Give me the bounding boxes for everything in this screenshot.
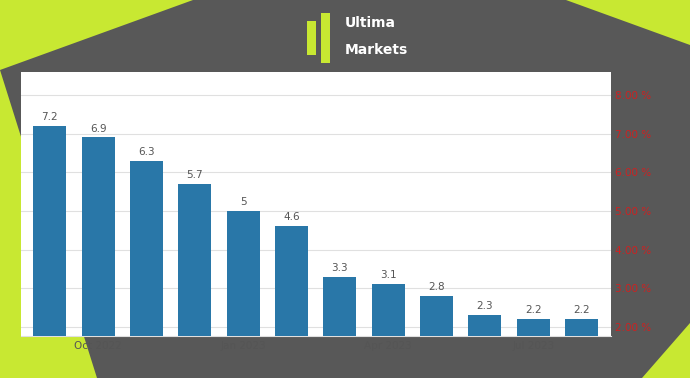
Bar <box>469 315 502 378</box>
Polygon shape <box>0 70 97 378</box>
Text: 3.3: 3.3 <box>331 263 348 273</box>
Polygon shape <box>642 322 690 378</box>
Text: 6.9: 6.9 <box>90 124 106 134</box>
Text: 2.8: 2.8 <box>428 282 445 292</box>
Polygon shape <box>0 0 193 70</box>
Bar <box>420 296 453 378</box>
Bar <box>275 226 308 378</box>
Bar <box>517 319 550 378</box>
Text: 7.2: 7.2 <box>41 112 58 122</box>
Bar <box>227 211 259 378</box>
Bar <box>178 184 211 378</box>
Text: Markets: Markets <box>345 43 408 57</box>
Text: 4.6: 4.6 <box>283 212 300 223</box>
Bar <box>565 319 598 378</box>
Bar <box>130 161 163 378</box>
Bar <box>372 284 404 378</box>
Text: 6.3: 6.3 <box>138 147 155 157</box>
Text: 5.7: 5.7 <box>186 170 203 180</box>
Text: 2.3: 2.3 <box>477 301 493 311</box>
Text: 2.2: 2.2 <box>573 305 590 315</box>
Bar <box>81 138 115 378</box>
Polygon shape <box>566 0 690 45</box>
Bar <box>33 126 66 378</box>
Bar <box>321 12 330 63</box>
Text: 5: 5 <box>240 197 246 207</box>
Text: 3.1: 3.1 <box>380 270 397 280</box>
Text: 2.2: 2.2 <box>525 305 542 315</box>
Bar <box>324 277 356 378</box>
Bar <box>307 21 316 54</box>
Text: Ultima: Ultima <box>345 16 396 30</box>
